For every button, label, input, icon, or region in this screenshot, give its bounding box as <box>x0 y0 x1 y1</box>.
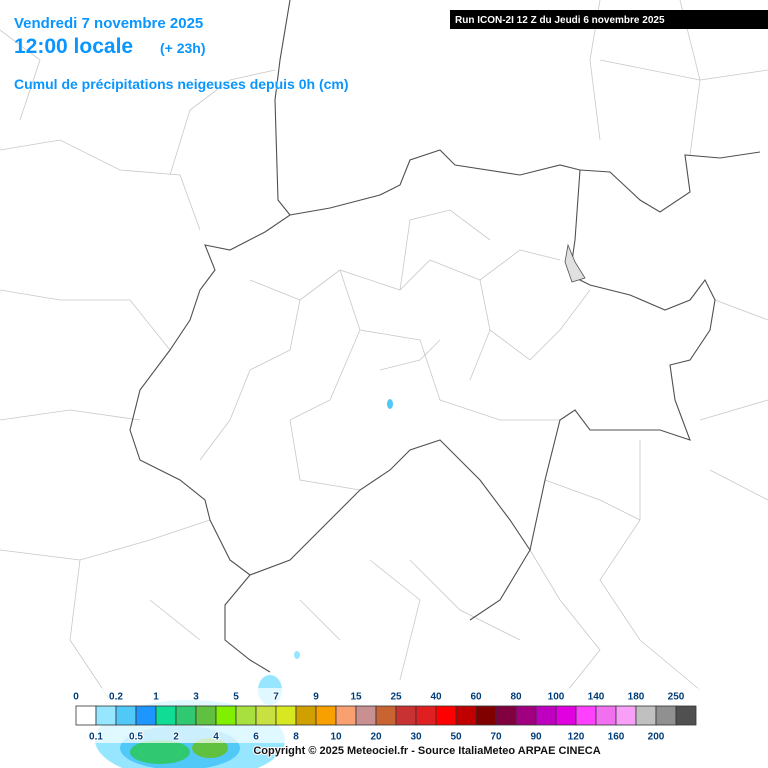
map-subtitle: Cumul de précipitations neigeuses depuis… <box>14 76 349 92</box>
legend-label: 50 <box>450 732 462 743</box>
legend-label: 0 <box>73 692 79 703</box>
legend-swatch <box>635 705 657 726</box>
legend-swatch <box>75 705 97 726</box>
legend: 0 0.1 0.2 0.5 1 2 3 4 5 6 7 8 9 10 15 20 25 30 40 50 60 70 80 9… <box>60 688 710 744</box>
forecast-lead: (+ 23h) <box>160 40 206 56</box>
legend-label: 100 <box>548 692 565 703</box>
legend-label: 0.5 <box>129 732 143 743</box>
legend-label: 3 <box>193 692 199 703</box>
legend-swatch <box>155 705 177 726</box>
legend-label: 140 <box>588 692 605 703</box>
legend-swatch <box>575 705 597 726</box>
legend-label: 160 <box>608 732 625 743</box>
legend-swatch <box>355 705 377 726</box>
run-info: Run ICON-2I 12 Z du Jeudi 6 novembre 202… <box>455 15 665 26</box>
legend-swatch <box>555 705 577 726</box>
legend-swatch <box>95 705 117 726</box>
legend-label: 120 <box>568 732 585 743</box>
legend-label: 90 <box>530 732 542 743</box>
legend-label: 80 <box>510 692 522 703</box>
legend-swatch <box>675 705 697 726</box>
legend-swatch <box>135 705 157 726</box>
country-borders <box>224 0 761 673</box>
legend-swatch <box>455 705 477 726</box>
region-lines <box>0 0 768 701</box>
legend-label: 15 <box>350 692 362 703</box>
legend-label: 25 <box>390 692 402 703</box>
legend-swatch <box>375 705 397 726</box>
forecast-time: 12:00 locale <box>14 35 133 58</box>
legend-label: 9 <box>313 692 319 703</box>
liechtenstein <box>564 243 586 283</box>
legend-label: 250 <box>668 692 685 703</box>
legend-swatch <box>395 705 417 726</box>
legend-swatch <box>335 705 357 726</box>
legend-label: 8 <box>293 732 299 743</box>
legend-swatch <box>515 705 537 726</box>
legend-label: 0.2 <box>109 692 123 703</box>
forecast-date: Vendredi 7 novembre 2025 <box>14 15 203 32</box>
swiss-border <box>129 149 716 576</box>
legend-label: 10 <box>330 732 342 743</box>
legend-label: 2 <box>173 732 179 743</box>
legend-label: 200 <box>648 732 665 743</box>
legend-label: 1 <box>153 692 159 703</box>
legend-swatch <box>315 705 337 726</box>
legend-swatch <box>415 705 437 726</box>
legend-label: 5 <box>233 692 239 703</box>
legend-label: 30 <box>410 732 422 743</box>
legend-label: 4 <box>213 732 219 743</box>
legend-label: 7 <box>273 692 279 703</box>
legend-label: 70 <box>490 732 502 743</box>
legend-label: 20 <box>370 732 382 743</box>
legend-swatch <box>655 705 677 726</box>
legend-swatch <box>615 705 637 726</box>
copyright: Copyright © 2025 Meteociel.fr - Source I… <box>253 745 600 757</box>
legend-swatch <box>475 705 497 726</box>
legend-label: 180 <box>628 692 645 703</box>
legend-swatch <box>275 705 297 726</box>
legend-swatch <box>435 705 457 726</box>
legend-swatch <box>215 705 237 726</box>
run-box <box>450 10 768 29</box>
legend-swatch <box>295 705 317 726</box>
legend-swatch <box>175 705 197 726</box>
legend-label: 6 <box>253 732 259 743</box>
legend-swatch <box>195 705 217 726</box>
legend-swatch <box>235 705 257 726</box>
legend-swatch <box>255 705 277 726</box>
legend-label: 0.1 <box>89 732 103 743</box>
legend-swatch <box>495 705 517 726</box>
legend-swatch <box>115 705 137 726</box>
legend-swatch <box>535 705 557 726</box>
legend-label: 60 <box>470 692 482 703</box>
legend-label: 40 <box>430 692 442 703</box>
legend-swatch <box>595 705 617 726</box>
